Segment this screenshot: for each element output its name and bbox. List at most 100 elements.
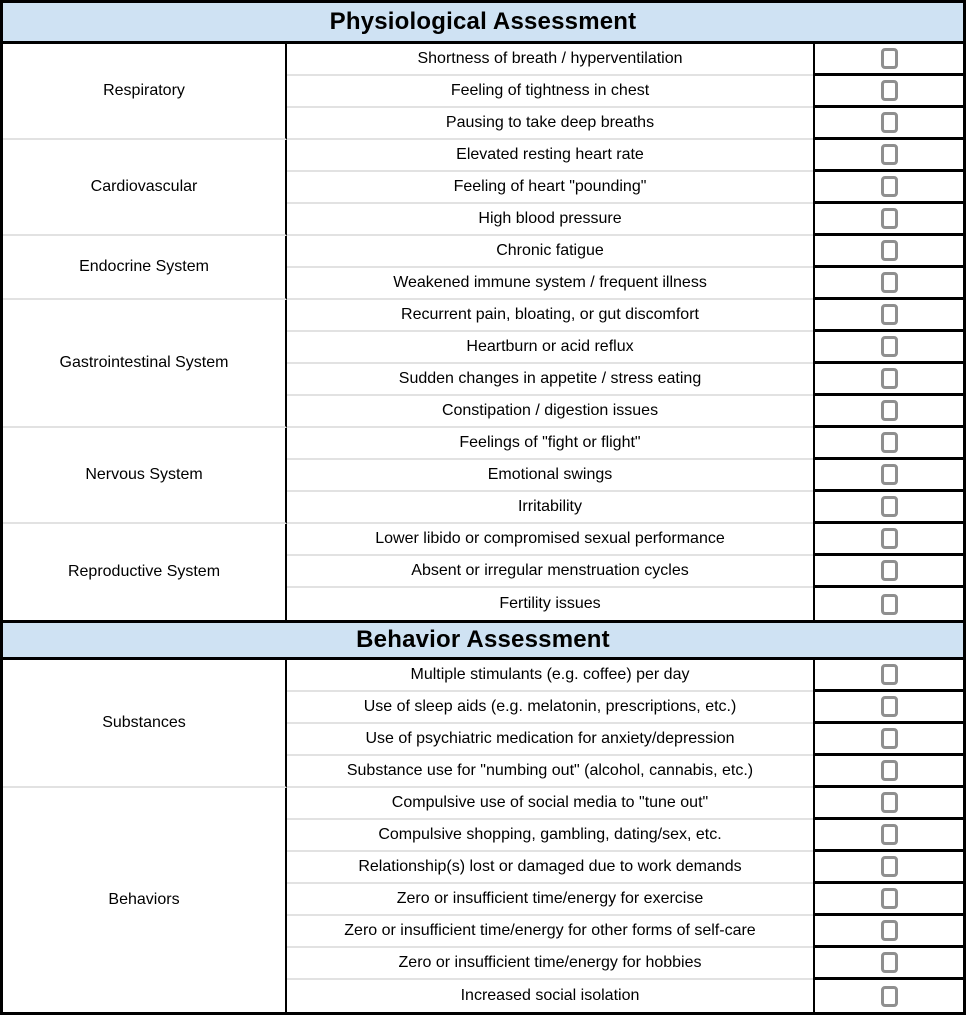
assessment-item: High blood pressure bbox=[287, 204, 813, 236]
item-checkbox[interactable] bbox=[880, 48, 898, 69]
checkbox-cell bbox=[813, 268, 963, 300]
category-cell: Behaviors bbox=[3, 788, 287, 1012]
item-checkbox[interactable] bbox=[880, 824, 898, 845]
category-group: Endocrine System Chronic fatigue Weakened … bbox=[3, 236, 963, 300]
item-checkbox[interactable] bbox=[880, 560, 898, 581]
category-cell: Reproductive System bbox=[3, 524, 287, 620]
category-group: Cardiovascular Elevated resting heart rat… bbox=[3, 140, 963, 236]
assessment-item: Absent or irregular menstruation cycles bbox=[287, 556, 813, 588]
item-checkbox[interactable] bbox=[880, 272, 898, 293]
item-checkbox[interactable] bbox=[880, 368, 898, 389]
assessment-item: Weakened immune system / frequent illnes… bbox=[287, 268, 813, 300]
assessment-item: Substance use for "numbing out" (alcohol… bbox=[287, 756, 813, 788]
item-checkbox[interactable] bbox=[880, 176, 898, 197]
checkbox-cell bbox=[813, 756, 963, 788]
checkbox-cell bbox=[813, 140, 963, 172]
assessment-item: Use of psychiatric medication for anxiet… bbox=[287, 724, 813, 756]
checkbox-cell bbox=[813, 788, 963, 820]
section-header: Physiological Assessment bbox=[3, 3, 963, 44]
item-checkbox[interactable] bbox=[880, 336, 898, 357]
assessment-item: Use of sleep aids (e.g. melatonin, presc… bbox=[287, 692, 813, 724]
category-group: Behaviors Compulsive use of social media … bbox=[3, 788, 963, 1012]
assessment-item: Chronic fatigue bbox=[287, 236, 813, 268]
section-title: Physiological Assessment bbox=[329, 8, 637, 35]
assessment-item: Compulsive shopping, gambling, dating/se… bbox=[287, 820, 813, 852]
checkbox-cell bbox=[813, 396, 963, 428]
assessment-item: Elevated resting heart rate bbox=[287, 140, 813, 172]
category-group: Reproductive System Lower libido or compr… bbox=[3, 524, 963, 620]
item-checkbox[interactable] bbox=[880, 593, 898, 615]
checkbox-cell bbox=[813, 364, 963, 396]
item-checkbox[interactable] bbox=[880, 240, 898, 261]
checkbox-cell bbox=[813, 204, 963, 236]
assessment-item: Multiple stimulants (e.g. coffee) per da… bbox=[287, 660, 813, 692]
assessment-item: Shortness of breath / hyperventilation bbox=[287, 44, 813, 76]
assessment-item: Pausing to take deep breaths bbox=[287, 108, 813, 140]
checkbox-cell bbox=[813, 556, 963, 588]
checkbox-cell bbox=[813, 980, 963, 1012]
item-checkbox[interactable] bbox=[880, 144, 898, 165]
item-checkbox[interactable] bbox=[880, 80, 898, 101]
item-checkbox[interactable] bbox=[880, 696, 898, 717]
category-cell: Cardiovascular bbox=[3, 140, 287, 236]
checkbox-cell bbox=[813, 236, 963, 268]
category-cell: Nervous System bbox=[3, 428, 287, 524]
item-checkbox[interactable] bbox=[880, 400, 898, 421]
category-group: Respiratory Shortness of breath / hyperve… bbox=[3, 44, 963, 140]
section-title: Behavior Assessment bbox=[356, 626, 610, 653]
assessment-item: Relationship(s) lost or damaged due to w… bbox=[287, 852, 813, 884]
item-checkbox[interactable] bbox=[880, 528, 898, 549]
section-header: Behavior Assessment bbox=[3, 620, 963, 660]
category-cell: Substances bbox=[3, 660, 287, 788]
checkbox-cell bbox=[813, 916, 963, 948]
category-cell: Gastrointestinal System bbox=[3, 300, 287, 428]
assessment-item: Zero or insufficient time/energy for hob… bbox=[287, 948, 813, 980]
assessment-item: Feeling of heart "pounding" bbox=[287, 172, 813, 204]
item-checkbox[interactable] bbox=[880, 952, 898, 973]
checkbox-cell bbox=[813, 460, 963, 492]
checkbox-cell bbox=[813, 524, 963, 556]
item-checkbox[interactable] bbox=[880, 920, 898, 941]
assessment-item: Zero or insufficient time/energy for oth… bbox=[287, 916, 813, 948]
item-checkbox[interactable] bbox=[880, 985, 898, 1007]
checkbox-cell bbox=[813, 492, 963, 524]
item-checkbox[interactable] bbox=[880, 888, 898, 909]
item-checkbox[interactable] bbox=[880, 304, 898, 325]
item-checkbox[interactable] bbox=[880, 208, 898, 229]
category-group: Nervous System Feelings of "fight or flig… bbox=[3, 428, 963, 524]
assessment-item: Fertility issues bbox=[287, 588, 813, 620]
category-group: Substances Multiple stimulants (e.g. coff… bbox=[3, 660, 963, 788]
checkbox-cell bbox=[813, 852, 963, 884]
assessment-item: Compulsive use of social media to "tune … bbox=[287, 788, 813, 820]
assessment-item: Recurrent pain, bloating, or gut discomf… bbox=[287, 300, 813, 332]
assessment-item: Heartburn or acid reflux bbox=[287, 332, 813, 364]
checkbox-cell bbox=[813, 660, 963, 692]
item-checkbox[interactable] bbox=[880, 760, 898, 781]
assessment-item: Increased social isolation bbox=[287, 980, 813, 1012]
checkbox-cell bbox=[813, 724, 963, 756]
checkbox-cell bbox=[813, 300, 963, 332]
checkbox-cell bbox=[813, 820, 963, 852]
item-checkbox[interactable] bbox=[880, 792, 898, 813]
item-checkbox[interactable] bbox=[880, 728, 898, 749]
category-cell: Endocrine System bbox=[3, 236, 287, 300]
checkbox-cell bbox=[813, 948, 963, 980]
checkbox-cell bbox=[813, 172, 963, 204]
assessment-item: Emotional swings bbox=[287, 460, 813, 492]
item-checkbox[interactable] bbox=[880, 432, 898, 453]
item-checkbox[interactable] bbox=[880, 856, 898, 877]
assessment-item: Lower libido or compromised sexual perfo… bbox=[287, 524, 813, 556]
checkbox-cell bbox=[813, 44, 963, 76]
assessment-section: Behavior Assessment Substances Multiple st… bbox=[3, 620, 963, 1012]
assessment-item: Zero or insufficient time/energy for exe… bbox=[287, 884, 813, 916]
item-checkbox[interactable] bbox=[880, 664, 898, 685]
category-cell: Respiratory bbox=[3, 44, 287, 140]
item-checkbox[interactable] bbox=[880, 496, 898, 517]
checkbox-cell bbox=[813, 884, 963, 916]
item-checkbox[interactable] bbox=[880, 112, 898, 133]
checkbox-cell bbox=[813, 692, 963, 724]
assessment-item: Constipation / digestion issues bbox=[287, 396, 813, 428]
checkbox-cell bbox=[813, 332, 963, 364]
item-checkbox[interactable] bbox=[880, 464, 898, 485]
